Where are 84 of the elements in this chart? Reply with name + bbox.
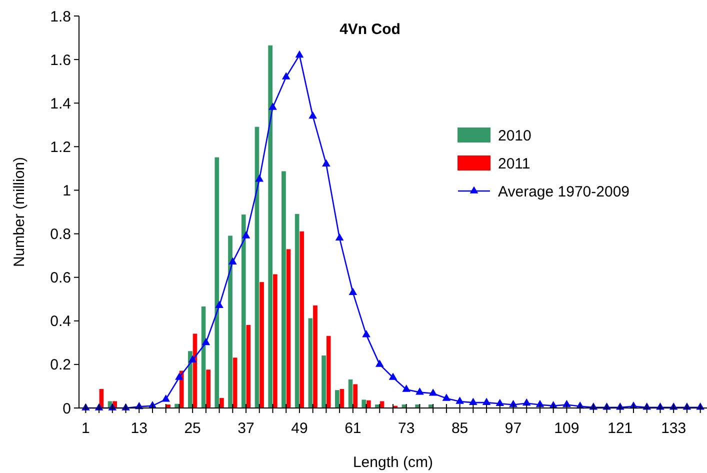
bar bbox=[313, 305, 318, 408]
point bbox=[215, 300, 224, 308]
bar bbox=[322, 355, 326, 408]
bar bbox=[334, 390, 340, 408]
x-tick-label: 97 bbox=[504, 420, 522, 437]
point bbox=[402, 384, 411, 392]
point bbox=[268, 102, 277, 110]
y-tick-label: 0.2 bbox=[50, 356, 71, 374]
bar bbox=[326, 336, 331, 408]
point bbox=[282, 72, 290, 80]
bar bbox=[380, 401, 384, 408]
y-tick-label: 1.2 bbox=[50, 138, 71, 156]
point bbox=[255, 174, 264, 182]
bar bbox=[192, 334, 198, 408]
x-tick-label: 73 bbox=[398, 420, 415, 437]
point bbox=[295, 50, 304, 58]
bar bbox=[300, 231, 304, 408]
point bbox=[322, 159, 330, 166]
x-tick-label: 13 bbox=[130, 420, 148, 437]
bar bbox=[254, 126, 260, 408]
point bbox=[175, 372, 184, 380]
bar bbox=[286, 249, 291, 408]
point bbox=[456, 396, 464, 404]
legend-label: 2011 bbox=[498, 155, 530, 172]
x-tick-label: 61 bbox=[344, 420, 362, 437]
x-tick-label: 37 bbox=[238, 420, 254, 437]
point bbox=[442, 394, 451, 401]
bar bbox=[241, 214, 246, 408]
bar bbox=[228, 236, 232, 408]
point bbox=[469, 398, 478, 405]
y-tick-label: 0.8 bbox=[50, 226, 71, 244]
bar bbox=[201, 306, 206, 408]
y-tick-label: 1.4 bbox=[50, 95, 71, 112]
x-axis-title: Length (cm) bbox=[352, 454, 434, 471]
y-tick-label: 0 bbox=[62, 400, 71, 418]
point bbox=[202, 338, 210, 346]
point bbox=[335, 233, 344, 241]
point bbox=[362, 330, 370, 338]
bar bbox=[282, 171, 286, 408]
chart-title: 4Vn Cod bbox=[340, 21, 400, 38]
y-tick-label: 1.8 bbox=[50, 8, 71, 26]
bar bbox=[206, 370, 210, 408]
bar bbox=[188, 351, 192, 408]
point bbox=[482, 398, 491, 405]
x-tick-label: 1 bbox=[82, 420, 90, 437]
bar bbox=[260, 282, 264, 408]
point bbox=[375, 360, 384, 367]
point bbox=[242, 231, 250, 238]
point bbox=[428, 388, 438, 396]
y-tick-label: 0.4 bbox=[50, 313, 71, 330]
bar bbox=[220, 398, 224, 408]
bar bbox=[272, 274, 278, 408]
bar bbox=[308, 318, 313, 408]
x-tick-label: 25 bbox=[184, 420, 201, 437]
point bbox=[522, 398, 531, 406]
bar bbox=[353, 384, 358, 408]
y-tick-label: 1.6 bbox=[50, 52, 71, 69]
bar bbox=[99, 389, 104, 408]
bar bbox=[340, 389, 344, 408]
y-axis-title: Number (million) bbox=[11, 156, 28, 268]
point bbox=[162, 394, 170, 402]
bar bbox=[246, 324, 251, 408]
point bbox=[496, 398, 504, 406]
point bbox=[188, 355, 197, 362]
bar bbox=[294, 214, 300, 408]
bar bbox=[268, 45, 272, 408]
legend-label: 2010 bbox=[498, 127, 532, 144]
x-tick-label: 121 bbox=[608, 420, 633, 437]
x-tick-label: 85 bbox=[451, 420, 468, 437]
bar bbox=[214, 157, 220, 408]
legend-label: Average 1970-2009 bbox=[498, 183, 630, 200]
point bbox=[348, 288, 358, 295]
bar bbox=[348, 379, 353, 408]
x-tick-label: 133 bbox=[661, 420, 686, 437]
x-tick-label: 49 bbox=[291, 420, 308, 437]
point bbox=[416, 388, 424, 395]
point bbox=[388, 372, 398, 380]
y-tick-label: 1 bbox=[62, 182, 71, 200]
bar bbox=[362, 400, 366, 408]
bar bbox=[232, 358, 238, 408]
point bbox=[308, 111, 317, 119]
point bbox=[228, 257, 237, 264]
y-tick-label: 0.6 bbox=[50, 270, 71, 287]
x-tick-label: 109 bbox=[554, 420, 580, 437]
